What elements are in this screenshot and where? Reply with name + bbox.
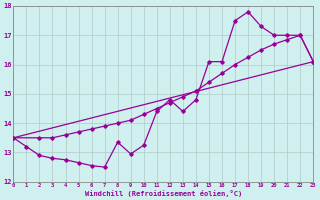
X-axis label: Windchill (Refroidissement éolien,°C): Windchill (Refroidissement éolien,°C)	[85, 190, 242, 197]
